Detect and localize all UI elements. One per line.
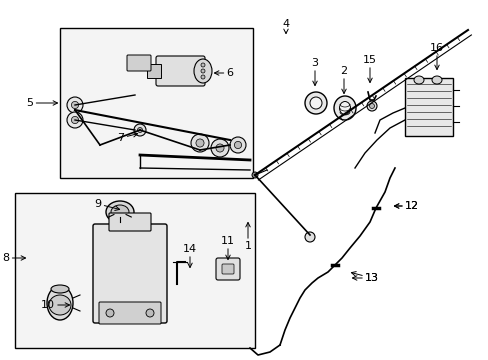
Text: 10: 10 <box>41 300 69 310</box>
FancyBboxPatch shape <box>156 56 204 86</box>
Circle shape <box>191 134 208 152</box>
Circle shape <box>71 116 79 123</box>
Bar <box>404 78 452 136</box>
Circle shape <box>201 63 204 67</box>
FancyBboxPatch shape <box>222 264 234 274</box>
Ellipse shape <box>111 205 129 219</box>
FancyBboxPatch shape <box>216 258 240 280</box>
Ellipse shape <box>366 101 376 111</box>
Circle shape <box>251 172 258 178</box>
Circle shape <box>201 69 204 73</box>
Text: 12: 12 <box>394 201 418 211</box>
Text: 3: 3 <box>311 58 318 86</box>
Ellipse shape <box>305 92 326 114</box>
Text: 7: 7 <box>117 132 137 143</box>
Ellipse shape <box>49 295 71 315</box>
FancyBboxPatch shape <box>93 224 167 323</box>
FancyBboxPatch shape <box>99 302 161 324</box>
Text: 5: 5 <box>26 98 58 108</box>
Text: 1: 1 <box>244 222 251 251</box>
Ellipse shape <box>51 285 69 293</box>
Circle shape <box>67 112 83 128</box>
Circle shape <box>146 309 154 317</box>
Text: 9: 9 <box>94 199 120 211</box>
Ellipse shape <box>106 201 134 223</box>
Text: 13: 13 <box>351 271 378 283</box>
Circle shape <box>71 102 79 109</box>
Circle shape <box>234 141 241 149</box>
Text: 8: 8 <box>2 253 25 263</box>
Text: 2: 2 <box>340 66 347 94</box>
Ellipse shape <box>413 76 423 84</box>
Text: 4: 4 <box>282 19 289 33</box>
Text: 12: 12 <box>394 201 418 211</box>
FancyBboxPatch shape <box>109 213 151 231</box>
Circle shape <box>216 144 224 152</box>
Text: 16: 16 <box>429 43 443 69</box>
Bar <box>60 28 252 178</box>
Circle shape <box>201 75 204 79</box>
Circle shape <box>67 97 83 113</box>
FancyBboxPatch shape <box>147 64 161 78</box>
Text: 11: 11 <box>221 236 235 260</box>
Text: 15: 15 <box>362 55 376 82</box>
Ellipse shape <box>333 96 355 120</box>
Circle shape <box>137 127 142 132</box>
Ellipse shape <box>431 76 441 84</box>
Ellipse shape <box>369 104 374 108</box>
Ellipse shape <box>194 59 212 83</box>
Circle shape <box>134 124 146 136</box>
Text: 6: 6 <box>214 68 233 78</box>
Text: 13: 13 <box>352 273 378 283</box>
Ellipse shape <box>47 286 73 320</box>
Bar <box>15 193 254 348</box>
Ellipse shape <box>339 102 350 114</box>
Circle shape <box>229 137 245 153</box>
Text: 14: 14 <box>183 244 197 267</box>
Circle shape <box>305 232 314 242</box>
Ellipse shape <box>309 97 321 109</box>
Circle shape <box>106 309 114 317</box>
FancyBboxPatch shape <box>127 55 151 71</box>
Circle shape <box>210 139 228 157</box>
Circle shape <box>196 139 203 147</box>
